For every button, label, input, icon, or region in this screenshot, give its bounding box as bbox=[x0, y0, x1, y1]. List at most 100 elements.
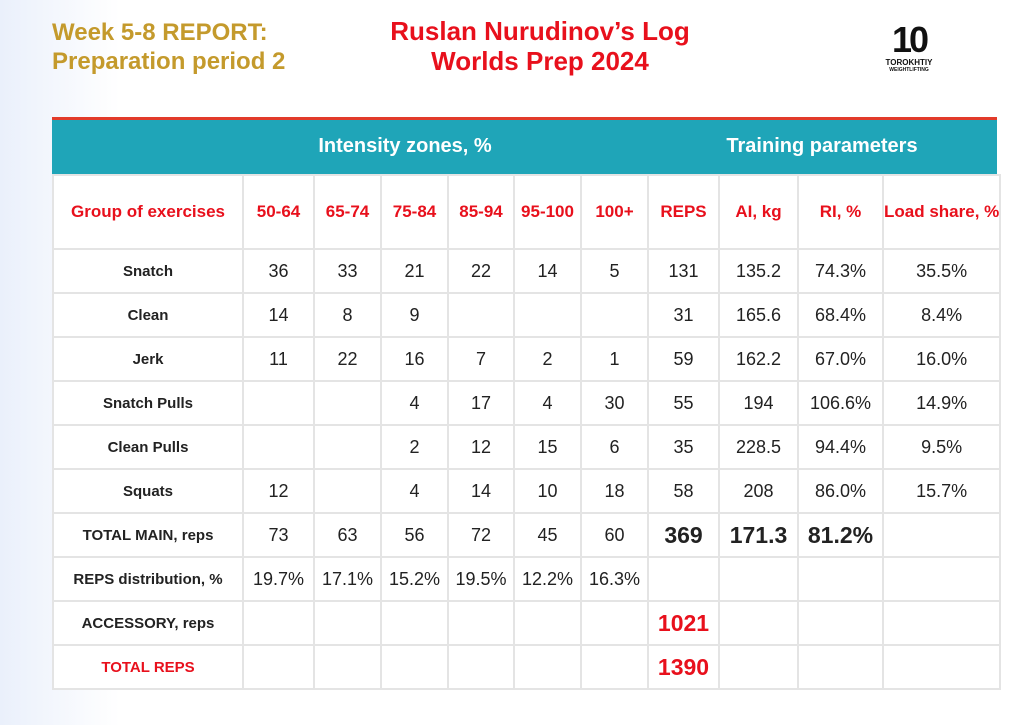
cell bbox=[313, 468, 382, 514]
cell: 31 bbox=[647, 292, 720, 338]
cell: 30 bbox=[580, 380, 649, 426]
cell: 10 bbox=[513, 468, 582, 514]
row-label: Jerk bbox=[52, 336, 244, 382]
cell: 7 bbox=[447, 336, 515, 382]
cell: 106.6% bbox=[797, 380, 884, 426]
cell: 60 bbox=[580, 512, 649, 558]
logo-mark: 10 bbox=[891, 19, 929, 60]
cell bbox=[380, 600, 449, 646]
cell: 35.5% bbox=[881, 248, 1002, 294]
cell: 56 bbox=[380, 512, 449, 558]
cell bbox=[313, 380, 382, 426]
column-header: Group of exercises bbox=[52, 174, 244, 250]
column-header: 100+ bbox=[580, 174, 649, 250]
cell bbox=[313, 644, 382, 690]
cell: 58 bbox=[647, 468, 720, 514]
cell: 19.5% bbox=[447, 556, 515, 602]
table-row: TOTAL REPS 1390 bbox=[52, 644, 1002, 690]
cell: 11 bbox=[242, 336, 315, 382]
report-line: Week 5-8 REPORT: bbox=[52, 19, 268, 46]
cell: 6 bbox=[580, 424, 649, 470]
cell: 19.7% bbox=[242, 556, 315, 602]
table-row: Clean Pulls 2 12 15 6 35 228.5 94.4% 9.5% bbox=[52, 424, 1002, 470]
cell: 165.6 bbox=[718, 292, 799, 338]
table-row: Snatch 36 33 21 22 14 5 131 135.2 74.3% 35.5% bbox=[52, 248, 1002, 294]
cell: 63 bbox=[313, 512, 382, 558]
cell bbox=[313, 424, 382, 470]
cell bbox=[513, 644, 582, 690]
column-header: 50-64 bbox=[242, 174, 315, 250]
cell bbox=[797, 644, 884, 690]
cell: 81.2% bbox=[797, 512, 884, 558]
cell: 16.0% bbox=[881, 336, 1002, 382]
row-label: Clean Pulls bbox=[52, 424, 244, 470]
cell bbox=[447, 644, 515, 690]
cell: 12 bbox=[242, 468, 315, 514]
cell: 1021 bbox=[647, 600, 720, 646]
cell: 4 bbox=[380, 468, 449, 514]
cell: 22 bbox=[447, 248, 515, 294]
cell: 2 bbox=[513, 336, 582, 382]
cell: 17.1% bbox=[313, 556, 382, 602]
cell: 12.2% bbox=[513, 556, 582, 602]
table-row: Squats 12 4 14 10 18 58 208 86.0% 15.7% bbox=[52, 468, 1002, 514]
title: Ruslan Nurudinov’s Log Worlds Prep 2024 bbox=[340, 16, 740, 76]
cell: 9 bbox=[380, 292, 449, 338]
cell: 12 bbox=[447, 424, 515, 470]
cell: 94.4% bbox=[797, 424, 884, 470]
group-title: Intensity zones, % bbox=[318, 135, 492, 157]
logo: 10 TOROKHTIY WEIGHTLIFTING bbox=[874, 19, 944, 74]
table-row: Clean 14 8 9 31 165.6 68.4% 8.4% bbox=[52, 292, 1002, 338]
cell bbox=[513, 600, 582, 646]
cell: 5 bbox=[580, 248, 649, 294]
cell: 14 bbox=[513, 248, 582, 294]
cell bbox=[647, 556, 720, 602]
cell: 18 bbox=[580, 468, 649, 514]
cell: 369 bbox=[647, 512, 720, 558]
cell: 74.3% bbox=[797, 248, 884, 294]
row-label: REPS distribution, % bbox=[52, 556, 244, 602]
cell bbox=[242, 600, 315, 646]
report-heading: Week 5-8 REPORT: Preparation period 2 bbox=[52, 18, 285, 76]
cell: 16 bbox=[380, 336, 449, 382]
cell: 15.2% bbox=[380, 556, 449, 602]
cell bbox=[313, 600, 382, 646]
cell: 162.2 bbox=[718, 336, 799, 382]
cell: 1 bbox=[580, 336, 649, 382]
cell bbox=[797, 600, 884, 646]
cell bbox=[718, 556, 799, 602]
cell: 35 bbox=[647, 424, 720, 470]
group-title: Training parameters bbox=[726, 135, 918, 157]
cell: 4 bbox=[380, 380, 449, 426]
cell: 15 bbox=[513, 424, 582, 470]
cell bbox=[447, 600, 515, 646]
column-header: REPS bbox=[647, 174, 720, 250]
column-header: Load share, % bbox=[881, 174, 1002, 250]
cell bbox=[447, 292, 515, 338]
cell bbox=[797, 556, 884, 602]
row-label: TOTAL MAIN, reps bbox=[52, 512, 244, 558]
cell bbox=[580, 292, 649, 338]
cell bbox=[580, 644, 649, 690]
cell: 72 bbox=[447, 512, 515, 558]
logo-tagline: WEIGHTLIFTING bbox=[889, 67, 929, 73]
table-row: TOTAL MAIN, reps 73 63 56 72 45 60 369 171.3 81.2… bbox=[52, 512, 1002, 558]
logo-brand: TOROKHTIY bbox=[885, 58, 933, 67]
cell: 194 bbox=[718, 380, 799, 426]
row-label: Squats bbox=[52, 468, 244, 514]
cell bbox=[881, 556, 1002, 602]
cell: 68.4% bbox=[797, 292, 884, 338]
cell: 208 bbox=[718, 468, 799, 514]
cell: 15.7% bbox=[881, 468, 1002, 514]
title-line: Ruslan Nurudinov’s Log bbox=[390, 16, 690, 46]
row-label: TOTAL REPS bbox=[52, 644, 244, 690]
table-row: ACCESSORY, reps 1021 bbox=[52, 600, 1002, 646]
cell: 14 bbox=[242, 292, 315, 338]
cell bbox=[513, 292, 582, 338]
cell: 21 bbox=[380, 248, 449, 294]
cell: 8 bbox=[313, 292, 382, 338]
cell: 17 bbox=[447, 380, 515, 426]
column-header: AI, kg bbox=[718, 174, 799, 250]
table-row: Snatch Pulls 4 17 4 30 55 194 106.6% 14.9% bbox=[52, 380, 1002, 426]
